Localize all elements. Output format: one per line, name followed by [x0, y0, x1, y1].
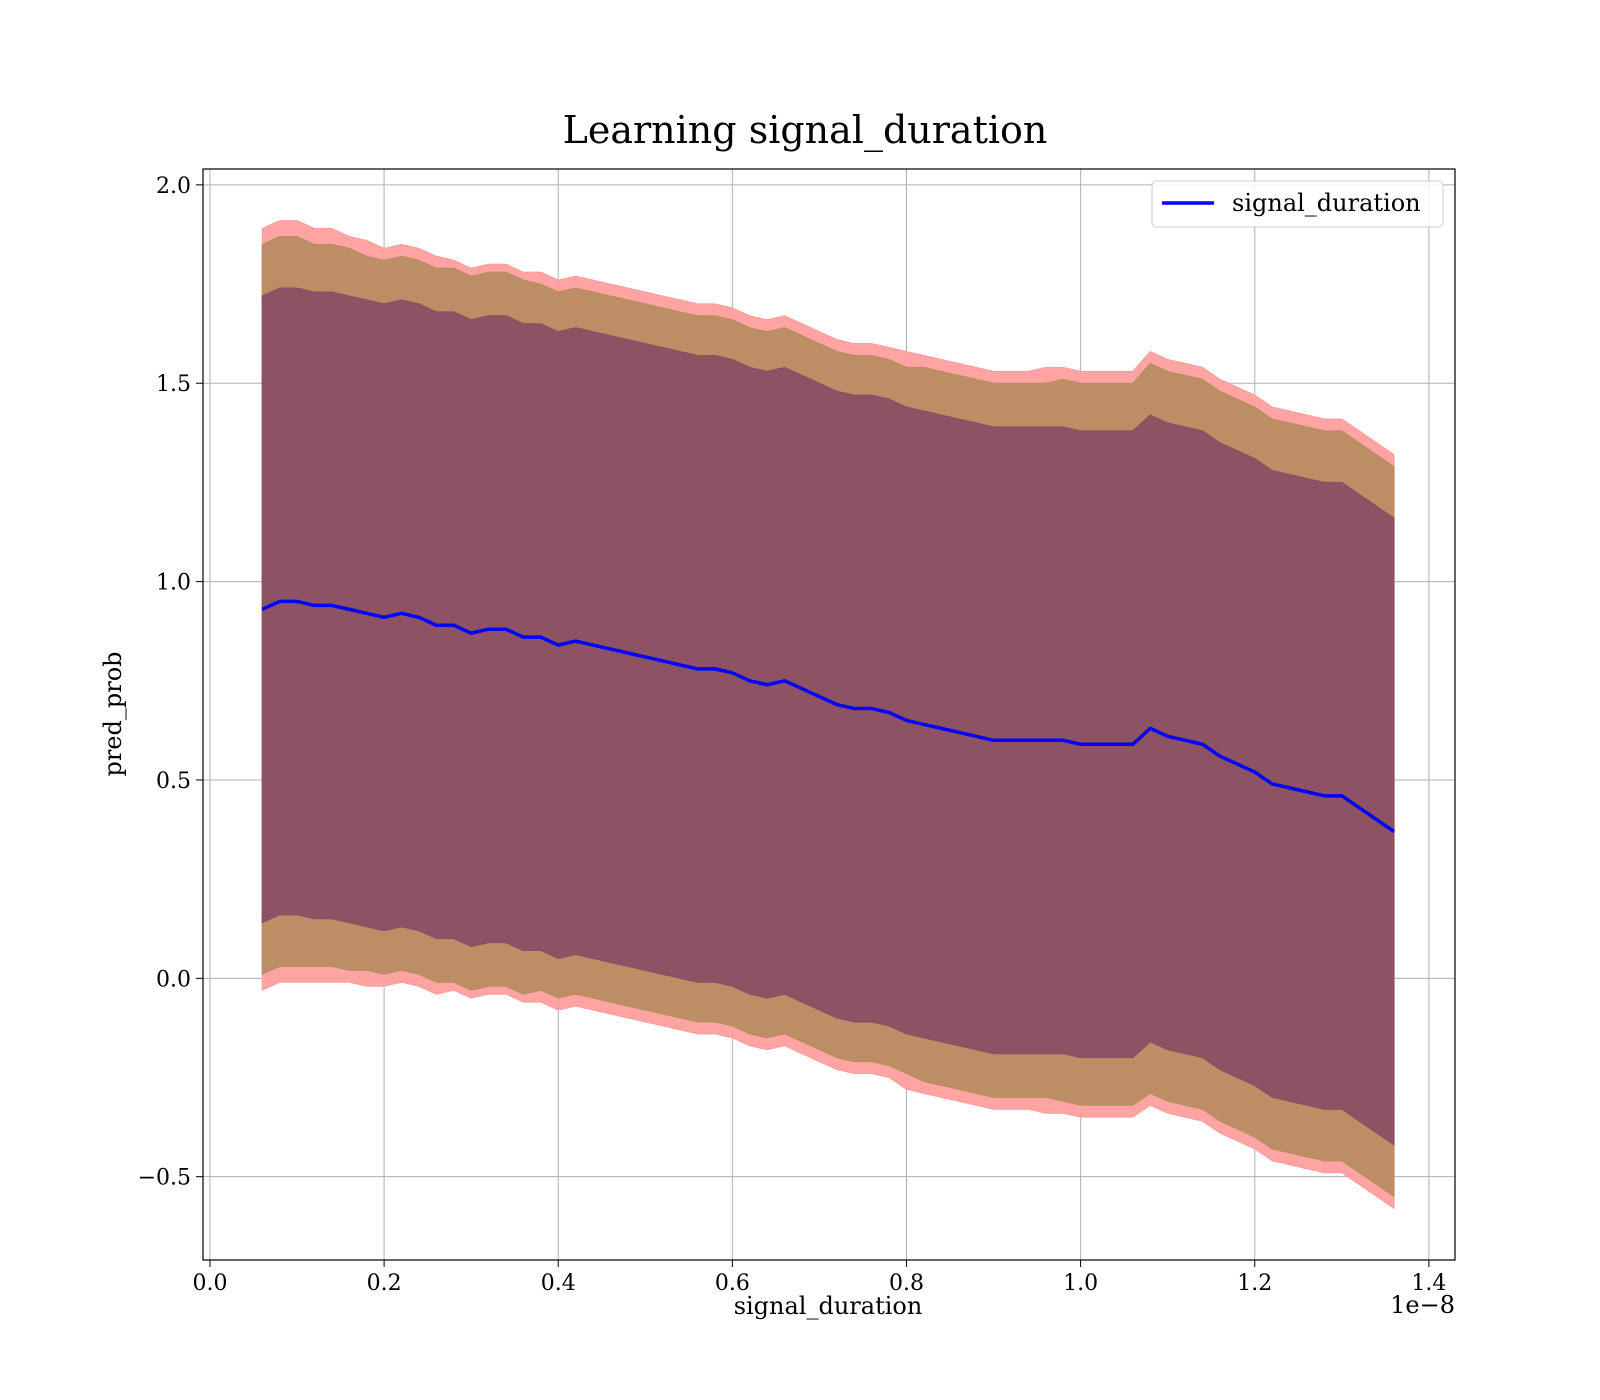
series-line-signal-duration [261, 599, 1396, 833]
band-inner [261, 287, 1395, 1146]
legend: signal_duration [1151, 180, 1444, 228]
y-axis-ticks: −0.5 0.0 0.5 1.0 1.5 2.0 [138, 174, 203, 1191]
y-tick-label: 0.0 [156, 967, 191, 992]
x-axis-ticks: 0.0 0.2 0.4 0.6 0.8 1.0 1.2 1.4 [192, 1260, 1446, 1296]
y-tick-label: 1.0 [156, 571, 191, 596]
y-tick-label: 2.0 [156, 174, 191, 199]
x-tick-label: 1.2 [1237, 1271, 1272, 1296]
x-tick-label: 0.8 [889, 1271, 924, 1296]
x-tick-label: 0.4 [541, 1271, 576, 1296]
x-tick-label: 0.6 [715, 1271, 750, 1296]
x-axis-offset-label: 1e−8 [1390, 1291, 1455, 1319]
x-axis-label: signal_duration [734, 1292, 923, 1320]
chart-title: Learning signal_duration [563, 108, 1048, 153]
plot-frame [202, 168, 1456, 1261]
x-tick-label: 0.0 [192, 1271, 227, 1296]
legend-box [1151, 180, 1444, 228]
y-tick-label: 0.5 [156, 769, 191, 794]
y-tick-label: −0.5 [138, 1166, 191, 1191]
confidence-bands [261, 220, 1395, 1210]
x-tick-label: 1.0 [1063, 1271, 1098, 1296]
y-axis-label: pred_prob [99, 651, 127, 776]
series-lines [261, 599, 1396, 833]
x-tick-label: 1.4 [1411, 1271, 1446, 1296]
y-tick-label: 1.5 [156, 372, 191, 397]
x-tick-label: 0.2 [367, 1271, 402, 1296]
legend-label: signal_duration [1232, 189, 1421, 217]
